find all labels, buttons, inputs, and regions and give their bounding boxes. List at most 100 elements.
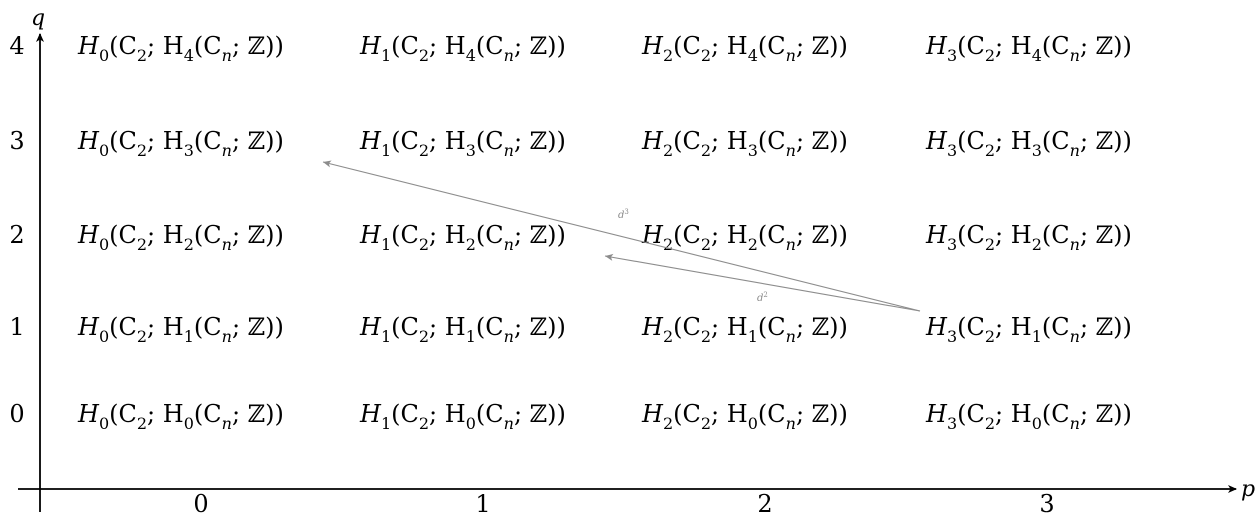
differential-power: 2 — [763, 291, 767, 299]
cell-part-tail: n — [786, 235, 796, 254]
cell-part-mid-sub: 2 — [419, 414, 429, 433]
cell-part-lead: H — [925, 221, 948, 249]
differential-arrow-d3 — [322, 160, 921, 312]
cell-part-end: ; ℤ)) — [1080, 32, 1132, 60]
cell-part-tail: n — [1070, 235, 1080, 254]
cell-part-sep-sub: 1 — [1032, 327, 1042, 346]
cell-part-sep-sub: 0 — [748, 414, 758, 433]
cell-part-end: ; ℤ)) — [232, 32, 284, 60]
cell-part-lead: H — [77, 400, 100, 428]
cell-part-open: (C — [1042, 221, 1070, 249]
cell-part-open: (C — [476, 400, 504, 428]
cell-part-sep-sub: 0 — [1032, 414, 1042, 433]
cell-part-sep: ; H — [711, 221, 748, 249]
cell-part-end: ; ℤ)) — [232, 127, 284, 155]
cell-p3-q1: H3(C2; H1(Cn; ℤ)) — [925, 313, 1132, 346]
cell-part-lead-sub: 0 — [99, 414, 109, 433]
cell-part-mid-sub: 2 — [137, 414, 147, 433]
cell-part-lead: H — [925, 313, 948, 341]
cell-part-open: (C — [758, 32, 786, 60]
cell-part-lead-sub: 2 — [663, 141, 673, 160]
cell-part-lead: H — [77, 221, 100, 249]
cell-part-open: (C — [758, 127, 786, 155]
cell-p0-q0: H0(C2; H0(Cn; ℤ)) — [77, 400, 284, 433]
x-tick-label-2: 2 — [757, 490, 772, 517]
cell-part-tail: n — [222, 414, 232, 433]
cell-part-sep-sub: 3 — [184, 141, 194, 160]
cell-part-lead: H — [77, 32, 100, 60]
cell-part-sep-sub: 4 — [466, 46, 476, 65]
cell-part-lead-sub: 0 — [99, 235, 109, 254]
cell-part-lead: H — [77, 313, 100, 341]
cell-part-sep: ; H — [995, 32, 1032, 60]
cell-part-sep: ; H — [711, 313, 748, 341]
cell-part-end: ; ℤ)) — [514, 127, 566, 155]
differential-power: 3 — [624, 208, 628, 216]
cell-part-end: ; ℤ)) — [1080, 313, 1132, 341]
cell-p2-q0: H2(C2; H0(Cn; ℤ)) — [641, 400, 848, 433]
cell-part-tail: n — [786, 414, 796, 433]
cell-part-mid: (C — [957, 313, 985, 341]
cell-part-mid: (C — [673, 400, 701, 428]
cell-part-tail: n — [504, 414, 514, 433]
cell-part-open: (C — [1042, 127, 1070, 155]
x-tick-label-3: 3 — [1039, 490, 1054, 517]
cell-part-mid-sub: 2 — [985, 141, 995, 160]
cell-part-mid-sub: 2 — [701, 235, 711, 254]
cell-p3-q0: H3(C2; H0(Cn; ℤ)) — [925, 400, 1132, 433]
cell-part-tail: n — [504, 141, 514, 160]
x-tick-labels: 0 1 2 3 — [193, 490, 1054, 517]
cell-part-tail: n — [222, 327, 232, 346]
cell-part-lead-sub: 3 — [947, 327, 957, 346]
cell-part-end: ; ℤ)) — [1080, 127, 1132, 155]
y-tick-label-2: 2 — [9, 221, 24, 249]
cell-part-mid: (C — [109, 313, 137, 341]
cell-part-lead: H — [641, 32, 664, 60]
cell-part-mid: (C — [109, 400, 137, 428]
cell-part-sep-sub: 0 — [184, 414, 194, 433]
cell-part-mid-sub: 2 — [701, 414, 711, 433]
cell-part-sep: ; H — [429, 221, 466, 249]
cell-part-sep: ; H — [147, 400, 184, 428]
cell-part-lead-sub: 1 — [381, 414, 391, 433]
cell-part-lead: H — [359, 32, 382, 60]
cell-part-lead-sub: 0 — [99, 46, 109, 65]
cell-p2-q3: H2(C2; H3(Cn; ℤ)) — [641, 127, 848, 160]
y-tick-labels: 0 1 2 3 4 — [9, 32, 24, 428]
cell-p1-q4: H1(C2; H4(Cn; ℤ)) — [359, 32, 566, 65]
cell-part-open: (C — [194, 221, 222, 249]
cell-part-open: (C — [1042, 32, 1070, 60]
cell-part-tail: n — [504, 327, 514, 346]
cell-part-open: (C — [476, 313, 504, 341]
cell-part-sep-sub: 0 — [466, 414, 476, 433]
cell-part-sep: ; H — [147, 127, 184, 155]
cell-part-open: (C — [194, 127, 222, 155]
cell-part-sep: ; H — [429, 127, 466, 155]
differential-arrow-d2 — [604, 253, 921, 312]
cell-part-sep: ; H — [147, 221, 184, 249]
cell-part-sep: ; H — [711, 400, 748, 428]
cell-part-mid: (C — [391, 32, 419, 60]
cell-part-sep: ; H — [147, 32, 184, 60]
cell-part-tail: n — [1070, 414, 1080, 433]
cell-p1-q3: H1(C2; H3(Cn; ℤ)) — [359, 127, 566, 160]
cell-part-lead: H — [77, 127, 100, 155]
cell-part-sep-sub: 4 — [1032, 46, 1042, 65]
cell-part-lead: H — [641, 127, 664, 155]
cell-p0-q3: H0(C2; H3(Cn; ℤ)) — [77, 127, 284, 160]
cell-part-mid: (C — [109, 221, 137, 249]
cell-part-mid: (C — [673, 127, 701, 155]
cell-part-tail: n — [222, 141, 232, 160]
cell-part-mid: (C — [391, 127, 419, 155]
cell-part-sep-sub: 2 — [184, 235, 194, 254]
cell-part-lead-sub: 1 — [381, 327, 391, 346]
cell-part-lead: H — [359, 400, 382, 428]
cell-part-lead-sub: 1 — [381, 141, 391, 160]
cell-p2-q4: H2(C2; H4(Cn; ℤ)) — [641, 32, 848, 65]
cell-part-tail: n — [1070, 46, 1080, 65]
cell-part-sep: ; H — [995, 313, 1032, 341]
cell-part-end: ; ℤ)) — [514, 313, 566, 341]
cell-part-sep-sub: 3 — [1032, 141, 1042, 160]
cell-part-end: ; ℤ)) — [796, 32, 848, 60]
